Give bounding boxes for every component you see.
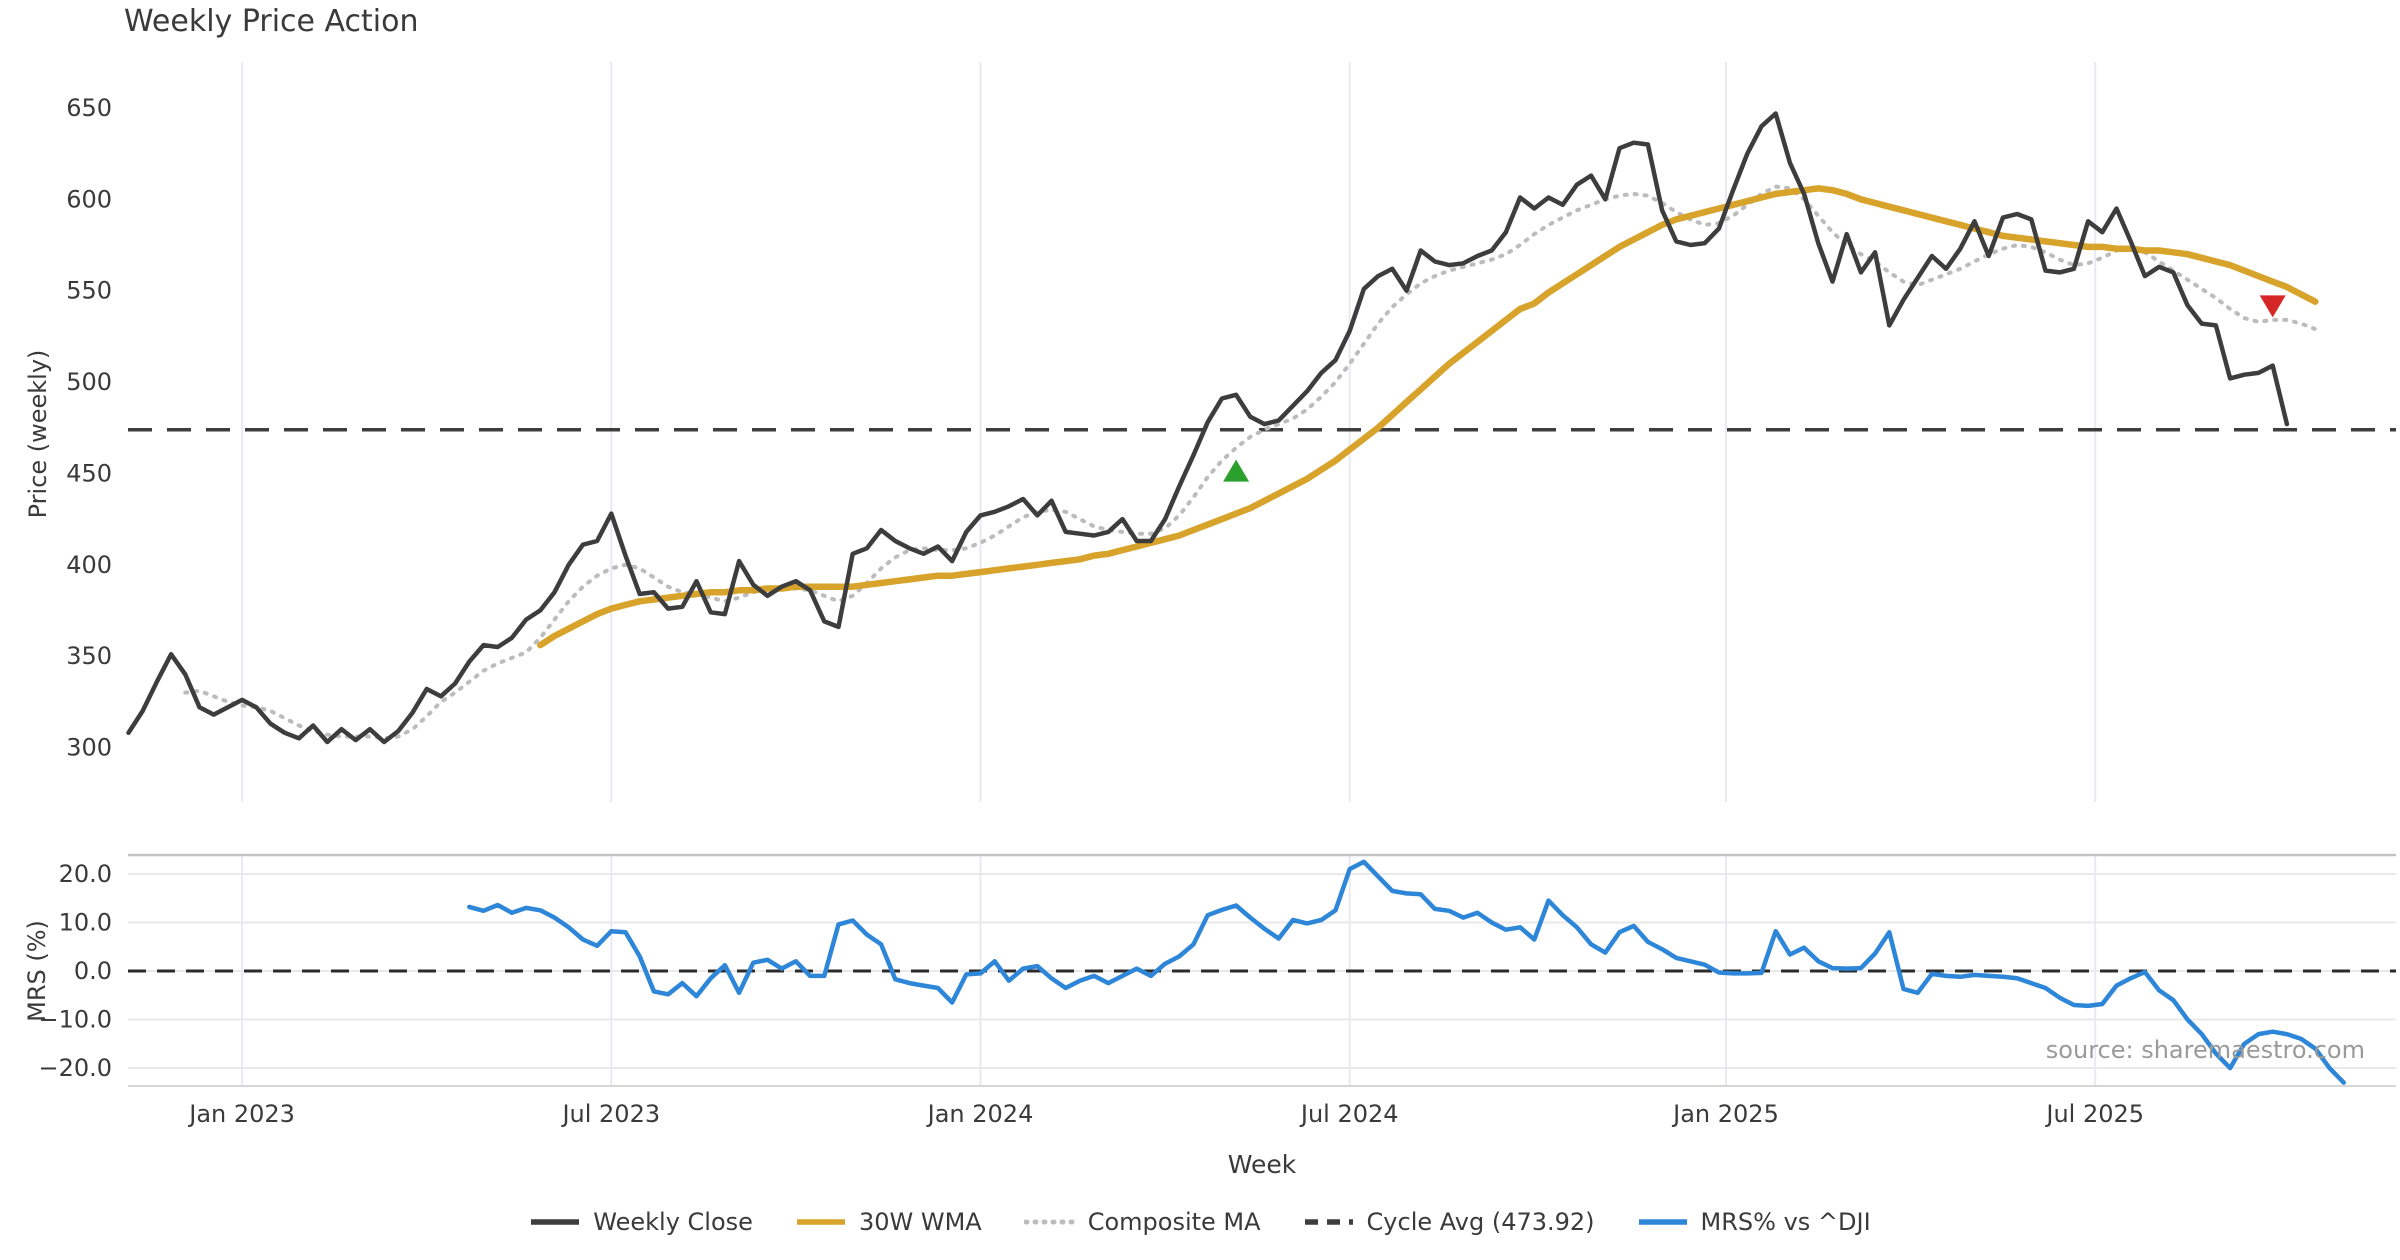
price-tick-label: 550 bbox=[66, 277, 112, 305]
legend-label: Weekly Close bbox=[593, 1208, 753, 1236]
legend-label: Composite MA bbox=[1087, 1208, 1261, 1236]
x-tick-label: Jan 2023 bbox=[187, 1100, 295, 1128]
legend-swatch-icon bbox=[531, 1219, 580, 1225]
price-tick-label: 500 bbox=[66, 368, 112, 396]
x-tick-label: Jul 2023 bbox=[560, 1100, 660, 1128]
price-tick-label: 400 bbox=[66, 551, 112, 579]
x-tick-label: Jan 2024 bbox=[926, 1100, 1034, 1128]
series-weekly-close bbox=[126, 111, 2290, 745]
price-axis-label: Price (weekly) bbox=[24, 349, 52, 519]
legend-item: 30W WMA bbox=[795, 1208, 982, 1236]
price-tick-label: 650 bbox=[66, 94, 112, 122]
legend-label: MRS% vs ^DJI bbox=[1700, 1208, 1871, 1236]
legend: Weekly Close 30W WMA Composite MA Cycle Avg… bbox=[0, 1208, 2400, 1236]
price-tick-label: 600 bbox=[66, 185, 112, 213]
price-tick-label: 350 bbox=[66, 642, 112, 670]
buy-signal-marker bbox=[1223, 459, 1250, 482]
legend-swatch-icon bbox=[1638, 1219, 1687, 1225]
series-30w-wma bbox=[537, 185, 2319, 649]
series-composite-ma bbox=[183, 184, 2318, 741]
sell-signal-marker bbox=[2259, 295, 2286, 318]
x-tick-label: Jul 2025 bbox=[2044, 1100, 2144, 1128]
source-note: source: sharemaestro.com bbox=[2045, 1036, 2365, 1064]
chart-title: Weekly Price Action bbox=[124, 4, 419, 39]
x-tick-label: Jan 2025 bbox=[1671, 1100, 1779, 1128]
x-axis-label: Week bbox=[1227, 1150, 1297, 1179]
legend-label: 30W WMA bbox=[858, 1208, 982, 1236]
mrs-tick-label: 20.0 bbox=[59, 860, 112, 888]
series-mrs bbox=[467, 859, 2346, 1085]
legend-swatch-icon bbox=[1023, 1219, 1076, 1225]
price-tick-label: 450 bbox=[66, 459, 112, 487]
mrs-axis-label: MRS (%) bbox=[23, 920, 51, 1022]
legend-swatch-icon bbox=[1304, 1219, 1353, 1225]
legend-item: Composite MA bbox=[1023, 1208, 1261, 1236]
legend-swatch-icon bbox=[796, 1219, 845, 1225]
x-tick-label: Jul 2024 bbox=[1299, 1100, 1399, 1128]
legend-item: Cycle Avg (473.92) bbox=[1303, 1208, 1595, 1236]
mrs-tick-label: −10.0 bbox=[38, 1006, 112, 1034]
legend-item: MRS% vs ^DJI bbox=[1637, 1208, 1871, 1236]
mrs-tick-label: 10.0 bbox=[59, 908, 112, 936]
legend-label: Cycle Avg (473.92) bbox=[1366, 1208, 1595, 1236]
mrs-tick-label: −20.0 bbox=[38, 1054, 112, 1082]
mrs-tick-label: 0.0 bbox=[74, 957, 112, 985]
legend-item: Weekly Close bbox=[529, 1208, 753, 1236]
price-tick-label: 300 bbox=[66, 733, 112, 761]
